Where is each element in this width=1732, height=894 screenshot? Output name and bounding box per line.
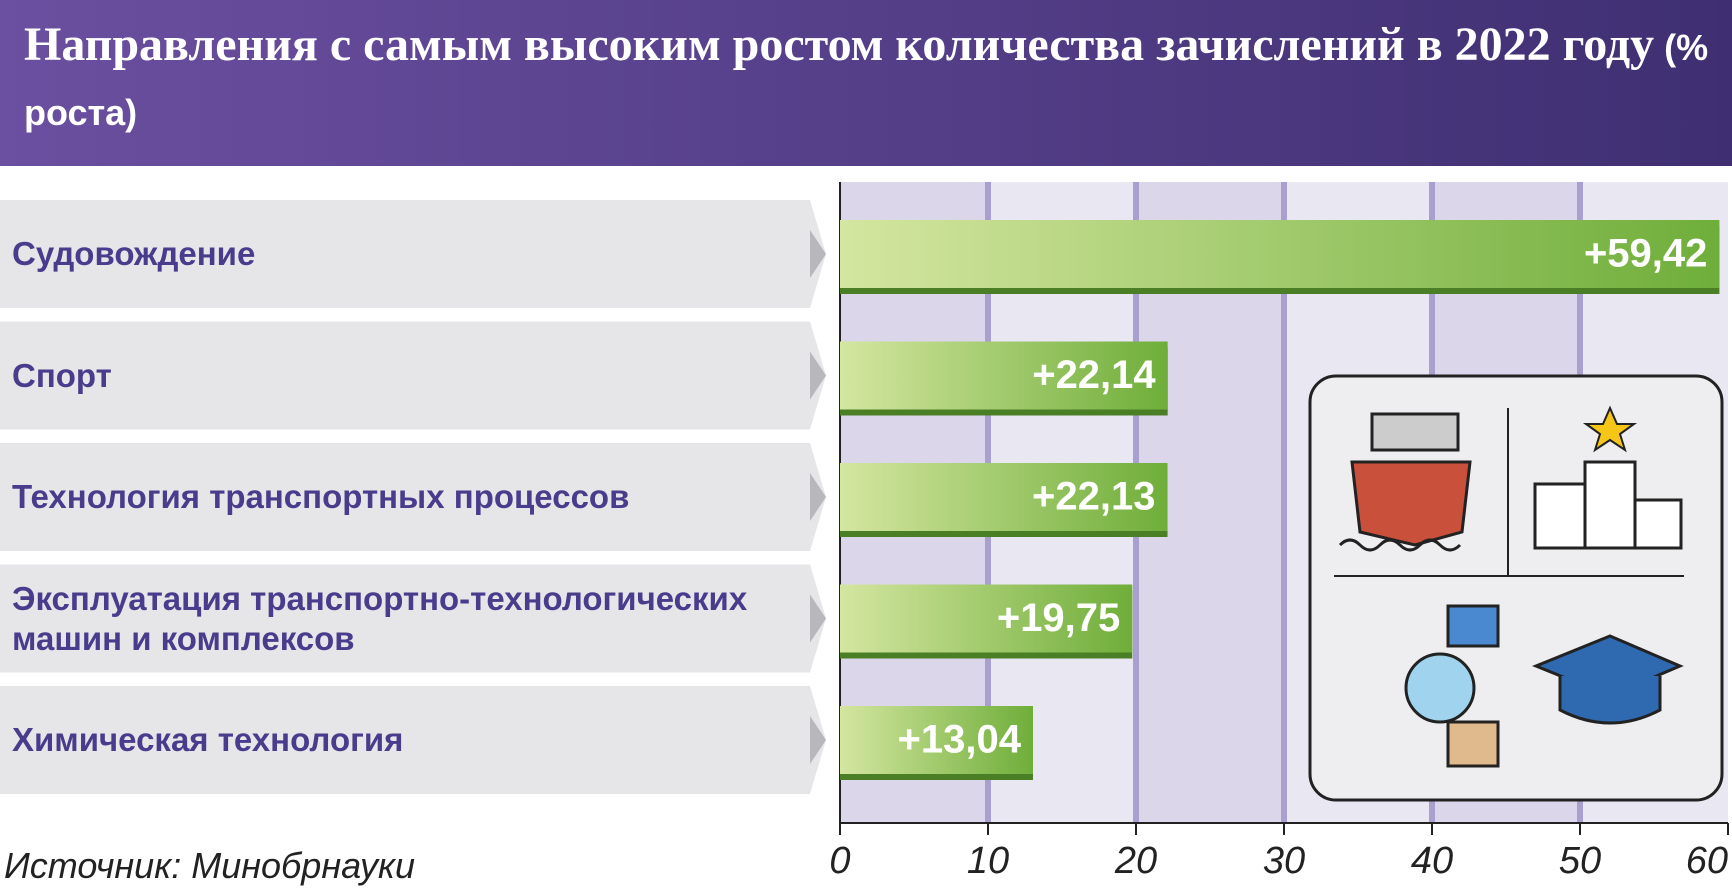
category-label: Спорт bbox=[12, 356, 112, 394]
category-label: Эксплуатация транспортно-технологических… bbox=[12, 579, 748, 657]
value-label: +59,42 bbox=[1584, 232, 1707, 276]
x-tick-label: 50 bbox=[1559, 840, 1601, 882]
category-band bbox=[0, 443, 826, 551]
x-tick-label: 10 bbox=[967, 840, 1009, 882]
value-label: +19,75 bbox=[997, 596, 1120, 640]
bar bbox=[840, 341, 1168, 410]
category-label: Судовождение bbox=[12, 235, 256, 272]
bar bbox=[840, 584, 1133, 653]
chart-subtitle: (% роста) bbox=[24, 27, 1709, 133]
band-arrow bbox=[810, 351, 826, 400]
x-tick-label: 30 bbox=[1263, 840, 1305, 882]
x-tick-label: 60 bbox=[1686, 840, 1728, 882]
band-arrow bbox=[810, 230, 826, 278]
category-band bbox=[0, 564, 826, 673]
category-band bbox=[0, 200, 826, 308]
x-tick-label: 0 bbox=[829, 840, 850, 882]
band-arrow bbox=[810, 716, 826, 764]
source: Источник: Минобрнауки bbox=[4, 845, 415, 886]
category-label: Химическая технология bbox=[12, 721, 404, 758]
category-band bbox=[0, 321, 826, 430]
band-arrow bbox=[810, 594, 826, 643]
value-label: +13,04 bbox=[898, 718, 1022, 762]
value-label: +22,14 bbox=[1032, 353, 1156, 397]
value-label: +22,13 bbox=[1032, 475, 1155, 519]
chart-title: Направления с самым высоким ростом колич… bbox=[24, 14, 1714, 144]
x-tick-label: 20 bbox=[1114, 840, 1157, 882]
x-tick-label: 40 bbox=[1411, 840, 1453, 882]
bar bbox=[840, 463, 1168, 531]
category-band bbox=[0, 686, 826, 794]
bar bbox=[840, 220, 1720, 288]
title-text: Направления с самым высоким ростом колич… bbox=[24, 18, 1655, 71]
header: Направления с самым высоким ростом колич… bbox=[0, 0, 1732, 166]
category-label: Технология транспортных процессов bbox=[12, 478, 630, 515]
bar bbox=[840, 706, 1033, 774]
icon-panel bbox=[1308, 374, 1724, 802]
band-arrow bbox=[810, 473, 826, 521]
